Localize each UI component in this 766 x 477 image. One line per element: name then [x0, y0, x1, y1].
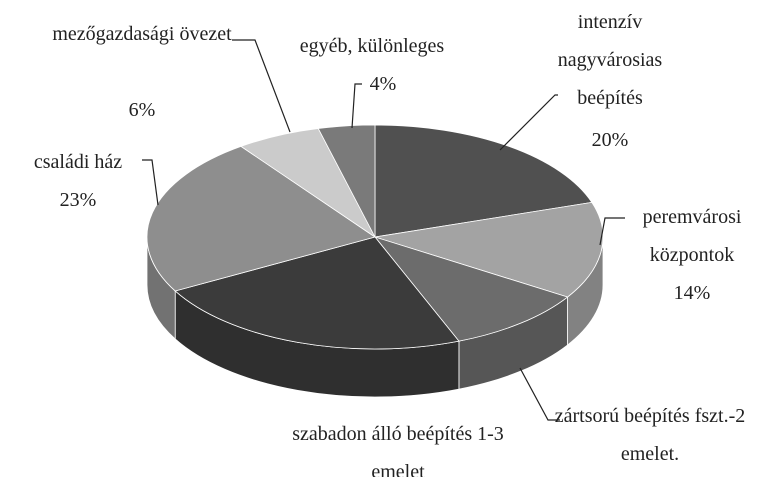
- leader-line: [351, 83, 362, 129]
- leader-line: [599, 217, 625, 246]
- value-label: 23%: [59, 189, 97, 211]
- value-label: 14%: [673, 282, 711, 304]
- category-label: családi ház: [33, 151, 123, 173]
- leader-line: [232, 39, 291, 133]
- category-label: zártsorú beépítés fszt.-2 emelet.: [554, 405, 746, 465]
- category-label: egyéb, különleges: [299, 35, 445, 57]
- slice: [146, 145, 376, 292]
- slice: [374, 201, 604, 298]
- value-label: 4%: [369, 73, 397, 95]
- slice: [317, 124, 376, 238]
- slice: [174, 236, 460, 350]
- value-label: 20%: [591, 129, 629, 151]
- leader-line: [142, 159, 159, 206]
- slice: [374, 124, 593, 238]
- slice: [373, 236, 569, 342]
- category-label: szabadon álló beépítés 1-3 emelet: [292, 423, 504, 477]
- category-label: peremvárosi központok: [642, 206, 742, 266]
- category-label: mezőgazdasági övezet: [52, 23, 232, 45]
- leader-line: [519, 367, 560, 421]
- value-label: 6%: [128, 99, 156, 121]
- leader-line: [499, 94, 558, 151]
- category-label: intenzív nagyvárosias beépítés: [557, 11, 663, 109]
